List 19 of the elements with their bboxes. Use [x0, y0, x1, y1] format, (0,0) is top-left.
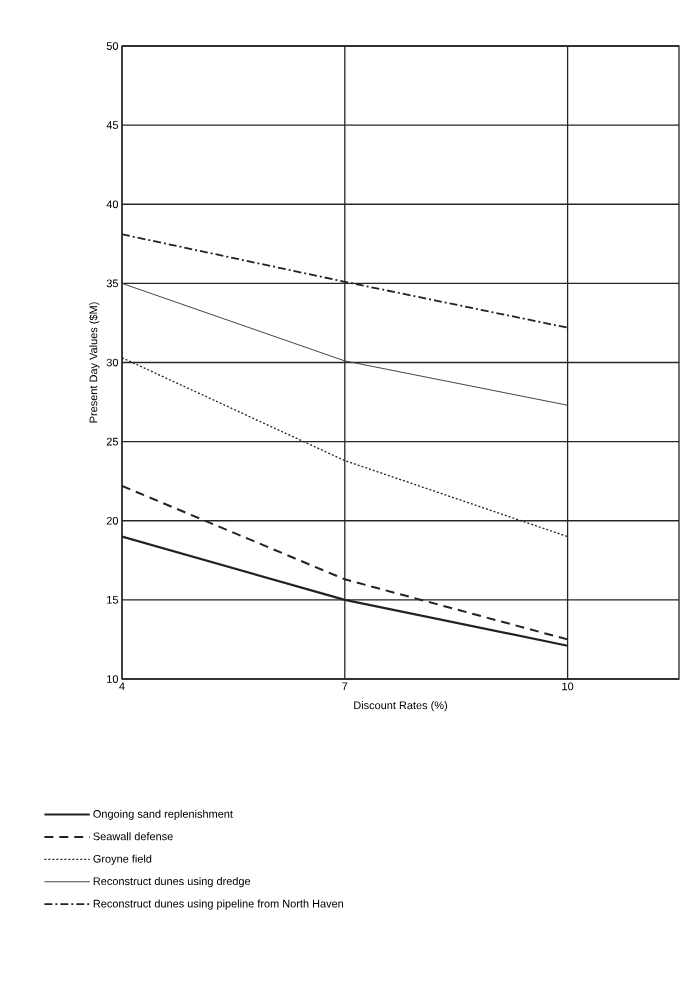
legend-label: Groyne field — [93, 854, 152, 865]
x-tick-label: 10 — [562, 682, 574, 691]
y-tick-label: 25 — [106, 437, 119, 446]
x-tick-label: 7 — [342, 682, 348, 691]
y-tick-label: 15 — [107, 596, 119, 604]
y-tick-label: 30 — [106, 358, 119, 367]
y-tick-label: 10 — [107, 675, 119, 683]
legend-label: Ongoing sand replenishment — [93, 809, 233, 820]
y-tick-label: 50 — [106, 42, 119, 50]
legend-label: Reconstruct dunes using pipeline from North Haven — [93, 899, 344, 910]
x-axis-title: Discount Rates (%) — [354, 701, 447, 712]
x-tick-label: 4 — [119, 682, 125, 691]
y-tick-label: 20 — [106, 516, 119, 525]
y-tick-label: 45 — [106, 121, 119, 129]
y-tick-label: 40 — [106, 200, 119, 209]
y-tick-label: 35 — [106, 279, 119, 288]
legend-label: Seawall defense — [93, 832, 173, 841]
legend-label: Reconstruct dunes using dredge — [93, 877, 251, 888]
y-axis-title: Present Day Values ($M) — [89, 302, 100, 423]
